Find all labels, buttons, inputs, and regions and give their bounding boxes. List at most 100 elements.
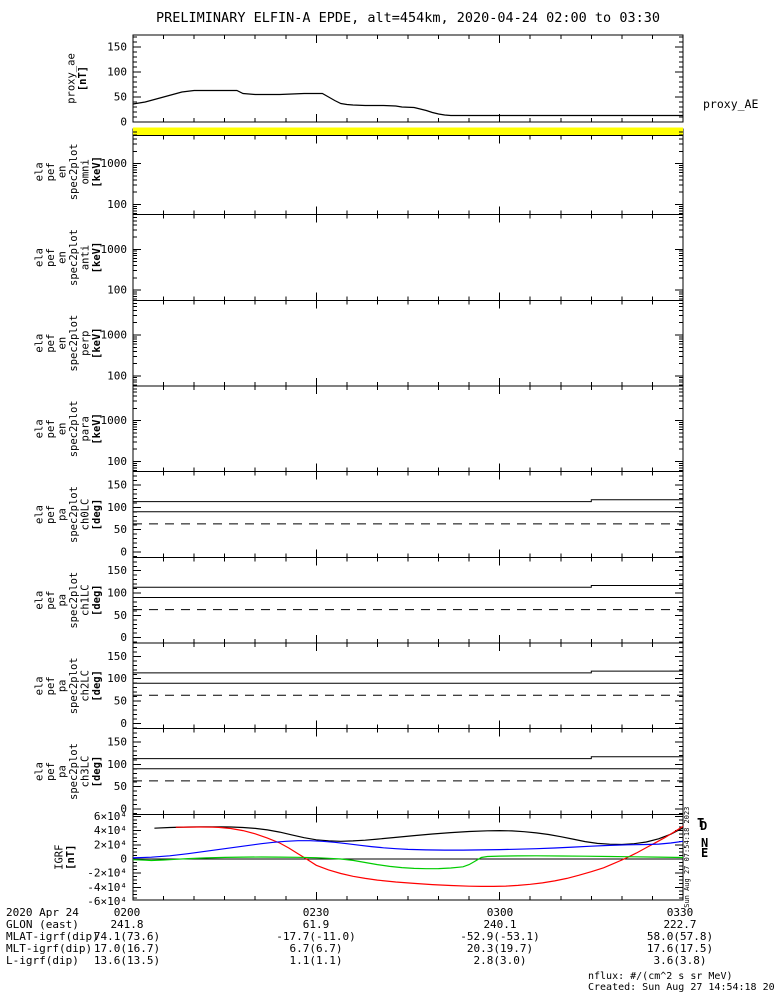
y-tick-label: 1000: [101, 329, 128, 342]
y-axis-label-line: ch3LC: [80, 756, 92, 788]
y-axis-label-line: spec2plot: [68, 315, 80, 372]
y-tick-label: 100: [107, 198, 127, 211]
component-label-D: D: [700, 819, 707, 833]
y-axis-label-line: ela: [34, 419, 46, 438]
y-axis-label-line: [keV]: [91, 327, 103, 359]
y-axis-label-pa_ch2lc: ela pef pa spec2plot ch2LC [deg]: [34, 657, 104, 714]
y-axis-label-line: spec2plot: [68, 486, 80, 543]
y-tick-label: 100: [107, 455, 127, 468]
x-ticks-igrf: [132, 814, 684, 901]
y-axis-label-line: pef: [45, 591, 57, 610]
y-tick-label: 50: [114, 91, 127, 104]
series-E: [132, 855, 684, 870]
y-axis-label-line: spec2plot: [68, 229, 80, 286]
y-axis-label-line: omni: [80, 159, 92, 184]
y-axis-label-line: en: [57, 166, 69, 179]
y-tick-label: 0: [120, 803, 127, 816]
ref-line-anti-loss-cone: [133, 499, 683, 503]
series-D: [175, 825, 684, 888]
y-tick-label: 150: [107, 479, 127, 492]
y-axis-label-line: pef: [45, 334, 57, 353]
y-axis-label-line: ch1LC: [80, 584, 92, 616]
y-ticks-pa_ch2lc: 0 50 100 150: [107, 646, 683, 730]
y-axis-label-line: ela: [34, 676, 46, 695]
y-ticks-spec_omni: 100 1000: [101, 131, 683, 215]
y-ticks-pa_ch3lc: 0 50 100 150: [107, 732, 683, 816]
coord-row-value: 17.6(17.5): [646, 942, 714, 955]
y-axis-label-spec_omni: ela pef en spec2plot omni [keV]: [34, 143, 104, 200]
coord-row-label-mlt-igrf-dip-: MLT-igrf(dip): [6, 942, 93, 955]
saturation-band: [133, 127, 683, 135]
y-tick-label: 1000: [101, 414, 128, 427]
footer-units-label: nflux: #/(cm^2 s sr MeV): [588, 971, 733, 982]
y-axis-label-line: [deg]: [91, 670, 103, 702]
y-axis-label-proxy_ae: proxy_ae [nT]: [66, 53, 90, 104]
coord-row-value: 13.6(13.5): [93, 954, 161, 967]
y-axis-label-line: pa: [57, 765, 69, 778]
y-axis-label-line: [deg]: [91, 584, 103, 616]
y-axis-label-spec_para: ela pef en spec2plot para [keV]: [34, 400, 104, 457]
y-tick-label: 4×10⁴: [94, 824, 127, 837]
plot-footer: nflux: #/(cm^2 s sr MeV) Created: Sun Au…: [588, 971, 775, 993]
y-ticks-spec_perp: 100 1000: [101, 302, 683, 386]
y-axis-label-line: IGRF: [54, 845, 66, 870]
y-axis-label-line: [keV]: [91, 413, 103, 445]
x-axis-date-label: 2020 Apr 24: [6, 906, 79, 919]
coord-row-value: -52.9(-53.1): [460, 930, 540, 943]
coord-row-value: 6.7(6.7): [289, 942, 343, 955]
coord-row-value: 61.9: [302, 918, 330, 931]
y-axis-label-line: pef: [45, 248, 57, 267]
y-tick-label: -6×10⁴: [87, 895, 127, 908]
y-axis-label-line: ch0LC: [80, 499, 92, 531]
y-tick-label: 50: [114, 523, 127, 536]
y-tick-label: 150: [107, 41, 127, 54]
y-axis-label-spec_anti: ela pef en spec2plot anti [keV]: [34, 229, 104, 286]
y-axis-label-line: [deg]: [91, 499, 103, 531]
y-axis-label-line: para: [80, 416, 92, 441]
y-tick-label: 0: [120, 545, 127, 558]
y-axis-label-line: pef: [45, 762, 57, 781]
y-ticks-spec_para: 100 1000: [101, 388, 683, 472]
y-axis-label-line: ch2LC: [80, 670, 92, 702]
y-tick-label: 50: [114, 780, 127, 793]
y-tick-label: 150: [107, 736, 127, 749]
coord-row-value: 240.1: [483, 918, 517, 931]
coord-row-value: 58.0(57.8): [646, 930, 714, 943]
y-axis-label-line: en: [57, 251, 69, 264]
y-tick-label: 150: [107, 650, 127, 663]
coord-row-value: 1.1(1.1): [289, 954, 343, 967]
y-tick-label: 2×10⁴: [94, 838, 127, 851]
coord-row-label-glon-east-: GLON (east): [6, 918, 79, 931]
y-tick-label: 150: [107, 564, 127, 577]
y-axis-label-line: spec2plot: [68, 657, 80, 714]
y-tick-label: 100: [107, 758, 127, 771]
y-axis-label-line: pef: [45, 419, 57, 438]
y-tick-label: 100: [107, 501, 127, 514]
series-T: [154, 826, 684, 846]
y-axis-label-line: en: [57, 423, 69, 436]
series-proxy_AE: [132, 89, 683, 117]
y-axis-label-line: spec2plot: [68, 143, 80, 200]
y-tick-label: 0: [120, 717, 127, 730]
y-axis-label-line: pef: [45, 676, 57, 695]
coord-row-value: 17.0(16.7): [93, 942, 161, 955]
y-axis-label-pa_ch1lc: ela pef pa spec2plot ch1LC [deg]: [34, 572, 104, 629]
coord-row-value: 241.8: [110, 918, 144, 931]
y-axis-label-line: ela: [34, 762, 46, 781]
y-axis-label-spec_perp: ela pef en spec2plot perp [keV]: [34, 315, 104, 372]
y-axis-label-line: [nT]: [77, 66, 89, 91]
y-tick-label: 6×10⁴: [94, 810, 127, 823]
y-axis-label-line: pa: [57, 508, 69, 521]
y-tick-label: 100: [107, 672, 127, 685]
y-ticks-spec_anti: 100 1000: [101, 217, 683, 300]
coord-row-value: 20.3(19.7): [466, 942, 534, 955]
y-axis-label-line: ela: [34, 334, 46, 353]
y-axis-label-line: pef: [45, 505, 57, 524]
y-axis-label-line: [keV]: [91, 156, 103, 188]
